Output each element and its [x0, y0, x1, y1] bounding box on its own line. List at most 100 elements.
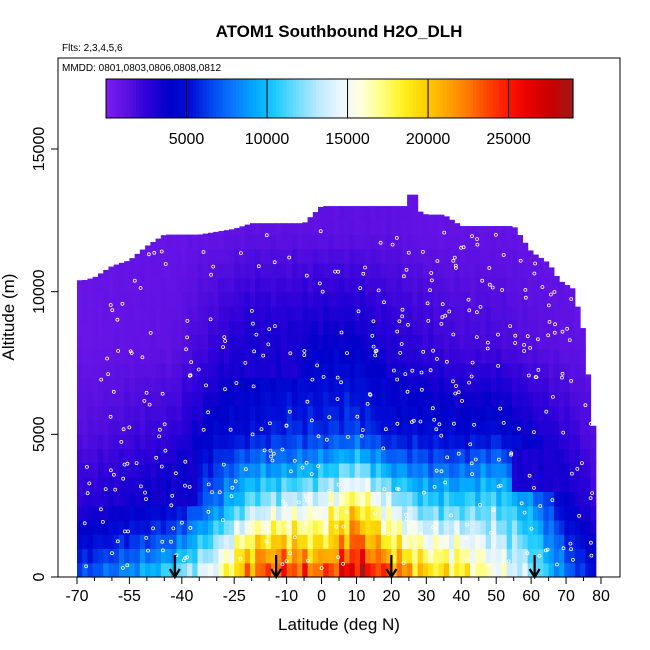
heatmap-cell [501, 291, 508, 307]
sample-point [339, 330, 344, 335]
heatmap-cell [501, 562, 508, 578]
heatmap-cell [134, 363, 141, 378]
heatmap-cell [286, 305, 293, 321]
colorbar-swatch [339, 79, 344, 118]
heatmap-cell [480, 405, 487, 421]
heatmap-cell [318, 505, 324, 521]
heatmap-cell [218, 405, 225, 421]
heatmap-cell [443, 263, 450, 278]
x-tick-label: 70 [557, 588, 575, 605]
heatmap-cell [108, 334, 115, 350]
heatmap-cell [145, 363, 151, 378]
heatmap-cell [412, 548, 419, 564]
heatmap-cell [281, 405, 288, 421]
heatmap-cell [171, 420, 178, 435]
heatmap-cell [470, 348, 476, 364]
heatmap-cell [475, 405, 482, 421]
heatmap-cell [569, 562, 576, 578]
colorbar-swatch [179, 79, 184, 118]
heatmap-cell [454, 405, 461, 421]
heatmap-cell [365, 363, 372, 378]
heatmap-cell [155, 434, 162, 450]
heatmap-cell [92, 405, 99, 421]
heatmap-cell [208, 277, 214, 293]
heatmap-cell [281, 548, 288, 564]
heatmap-cell [255, 548, 261, 564]
sample-point [144, 536, 149, 540]
heatmap-cell [302, 462, 309, 478]
heatmap-cell [485, 334, 492, 350]
colorbar-swatch [119, 79, 124, 118]
heatmap-cell [270, 462, 277, 478]
heatmap-cell [443, 391, 450, 407]
heatmap-cell [228, 234, 235, 250]
sample-point [439, 469, 444, 474]
colorbar-swatch [566, 79, 571, 118]
heatmap-cell [228, 263, 235, 278]
heatmap-cell [197, 320, 204, 336]
heatmap-cell [328, 248, 335, 264]
heatmap-cell [197, 391, 204, 407]
heatmap-cell [77, 348, 83, 364]
heatmap-cell [239, 519, 246, 535]
sample-point [211, 264, 216, 269]
heatmap-cell [181, 477, 188, 492]
heatmap-cell [548, 434, 555, 450]
heatmap-cell [391, 405, 398, 421]
heatmap-cell [339, 505, 345, 521]
heatmap-cell [391, 320, 398, 336]
heatmap-cell [323, 377, 330, 393]
heatmap-cell [470, 334, 476, 350]
heatmap-cell [139, 548, 146, 564]
heatmap-cell [82, 519, 89, 535]
heatmap-cell [532, 377, 539, 393]
heatmap-cell [318, 434, 324, 450]
colorbar-swatch [526, 79, 531, 118]
sample-point [589, 540, 593, 545]
heatmap-cell [281, 348, 288, 364]
heatmap-cell [365, 519, 372, 535]
heatmap-cell [202, 534, 209, 550]
heatmap-cell [281, 377, 288, 393]
heatmap-cell [396, 291, 403, 307]
sample-point [470, 472, 475, 477]
heatmap-cell [97, 420, 104, 435]
heatmap-cell [532, 534, 539, 550]
heatmap-cell [333, 391, 340, 407]
heatmap-cell [333, 462, 340, 478]
heatmap-cell [145, 248, 151, 264]
heatmap-cell [312, 263, 319, 278]
heatmap-cell [396, 420, 403, 435]
heatmap-cell [449, 420, 455, 435]
heatmap-cell [87, 448, 94, 464]
heatmap-cell [580, 377, 586, 393]
heatmap-cell [580, 448, 586, 464]
heatmap-cell [574, 334, 581, 350]
heatmap-cell [532, 334, 539, 350]
heatmap-cell [208, 377, 214, 393]
heatmap-cell [391, 363, 398, 378]
colorbar-swatch [366, 79, 371, 118]
heatmap-cell [255, 248, 261, 264]
heatmap-cell [527, 305, 534, 321]
heatmap-cell [276, 234, 282, 250]
heatmap-cell [297, 434, 303, 450]
heatmap-cell [307, 348, 314, 364]
heatmap-cell [223, 248, 230, 264]
heatmap-cell [543, 562, 550, 578]
heatmap-cell [433, 334, 440, 350]
heatmap-cell [187, 348, 193, 364]
heatmap-cell [270, 548, 277, 564]
sample-point [110, 308, 115, 313]
heatmap-cell [208, 491, 214, 507]
sample-point [221, 462, 226, 467]
heatmap-cell [506, 491, 513, 507]
heatmap-cell [187, 320, 193, 336]
heatmap-cell [307, 305, 314, 321]
heatmap-cell [255, 534, 261, 550]
heatmap-cell [443, 277, 450, 293]
heatmap-cell [506, 505, 513, 521]
heatmap-cell [92, 562, 99, 578]
heatmap-cell [522, 263, 529, 278]
sample-point [251, 384, 256, 389]
